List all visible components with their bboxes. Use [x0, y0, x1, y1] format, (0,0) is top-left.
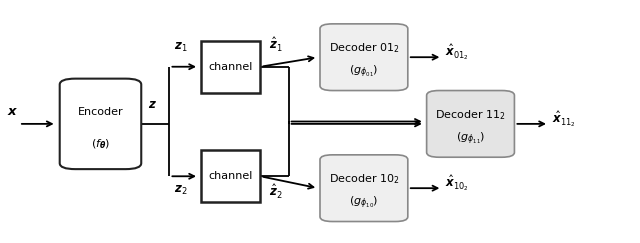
Text: $\hat{\boldsymbol{z}}_1$: $\hat{\boldsymbol{z}}_1$ — [269, 35, 283, 54]
FancyBboxPatch shape — [320, 24, 408, 91]
Text: Decoder $11_2$: Decoder $11_2$ — [435, 108, 506, 122]
Bar — [201, 41, 260, 93]
Text: $(g_{\phi_{11}})$: $(g_{\phi_{11}})$ — [456, 130, 485, 147]
Text: $\boldsymbol{z}_2$: $\boldsymbol{z}_2$ — [174, 183, 188, 197]
Text: Decoder $10_2$: Decoder $10_2$ — [328, 173, 399, 186]
Text: $\boldsymbol{z}$: $\boldsymbol{z}$ — [148, 98, 157, 111]
Text: channel: channel — [209, 62, 253, 72]
FancyBboxPatch shape — [60, 79, 141, 169]
Text: $(g_{\phi_{01}})$: $(g_{\phi_{01}})$ — [349, 64, 379, 80]
Text: $\hat{\boldsymbol{x}}_{11_2}$: $\hat{\boldsymbol{x}}_{11_2}$ — [552, 109, 576, 129]
Text: $\boldsymbol{z}_1$: $\boldsymbol{z}_1$ — [174, 41, 188, 54]
Text: Encoder: Encoder — [77, 107, 124, 117]
Text: $\boldsymbol{x}$: $\boldsymbol{x}$ — [7, 105, 19, 119]
Text: $(g_{\phi_{10}})$: $(g_{\phi_{10}})$ — [349, 195, 379, 211]
Text: $\hat{\boldsymbol{x}}_{01_2}$: $\hat{\boldsymbol{x}}_{01_2}$ — [445, 43, 469, 62]
Text: $\hat{\boldsymbol{z}}_2$: $\hat{\boldsymbol{z}}_2$ — [269, 183, 283, 201]
Bar — [201, 150, 260, 202]
FancyBboxPatch shape — [427, 91, 515, 157]
Text: $\hat{\boldsymbol{x}}_{10_2}$: $\hat{\boldsymbol{x}}_{10_2}$ — [445, 174, 469, 193]
FancyBboxPatch shape — [320, 155, 408, 222]
Text: Decoder $01_2$: Decoder $01_2$ — [328, 42, 399, 55]
Text: channel: channel — [209, 171, 253, 181]
Text: $(f_{\boldsymbol{\theta}})$: $(f_{\boldsymbol{\theta}})$ — [91, 137, 110, 151]
